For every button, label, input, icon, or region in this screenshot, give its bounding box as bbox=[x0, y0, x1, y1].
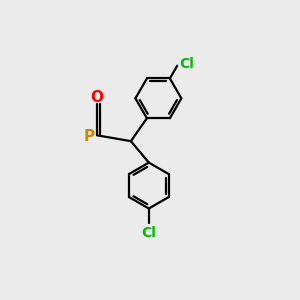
Text: O: O bbox=[91, 90, 103, 105]
Text: Cl: Cl bbox=[141, 226, 156, 240]
Text: Cl: Cl bbox=[179, 57, 194, 71]
Text: P: P bbox=[83, 129, 94, 144]
